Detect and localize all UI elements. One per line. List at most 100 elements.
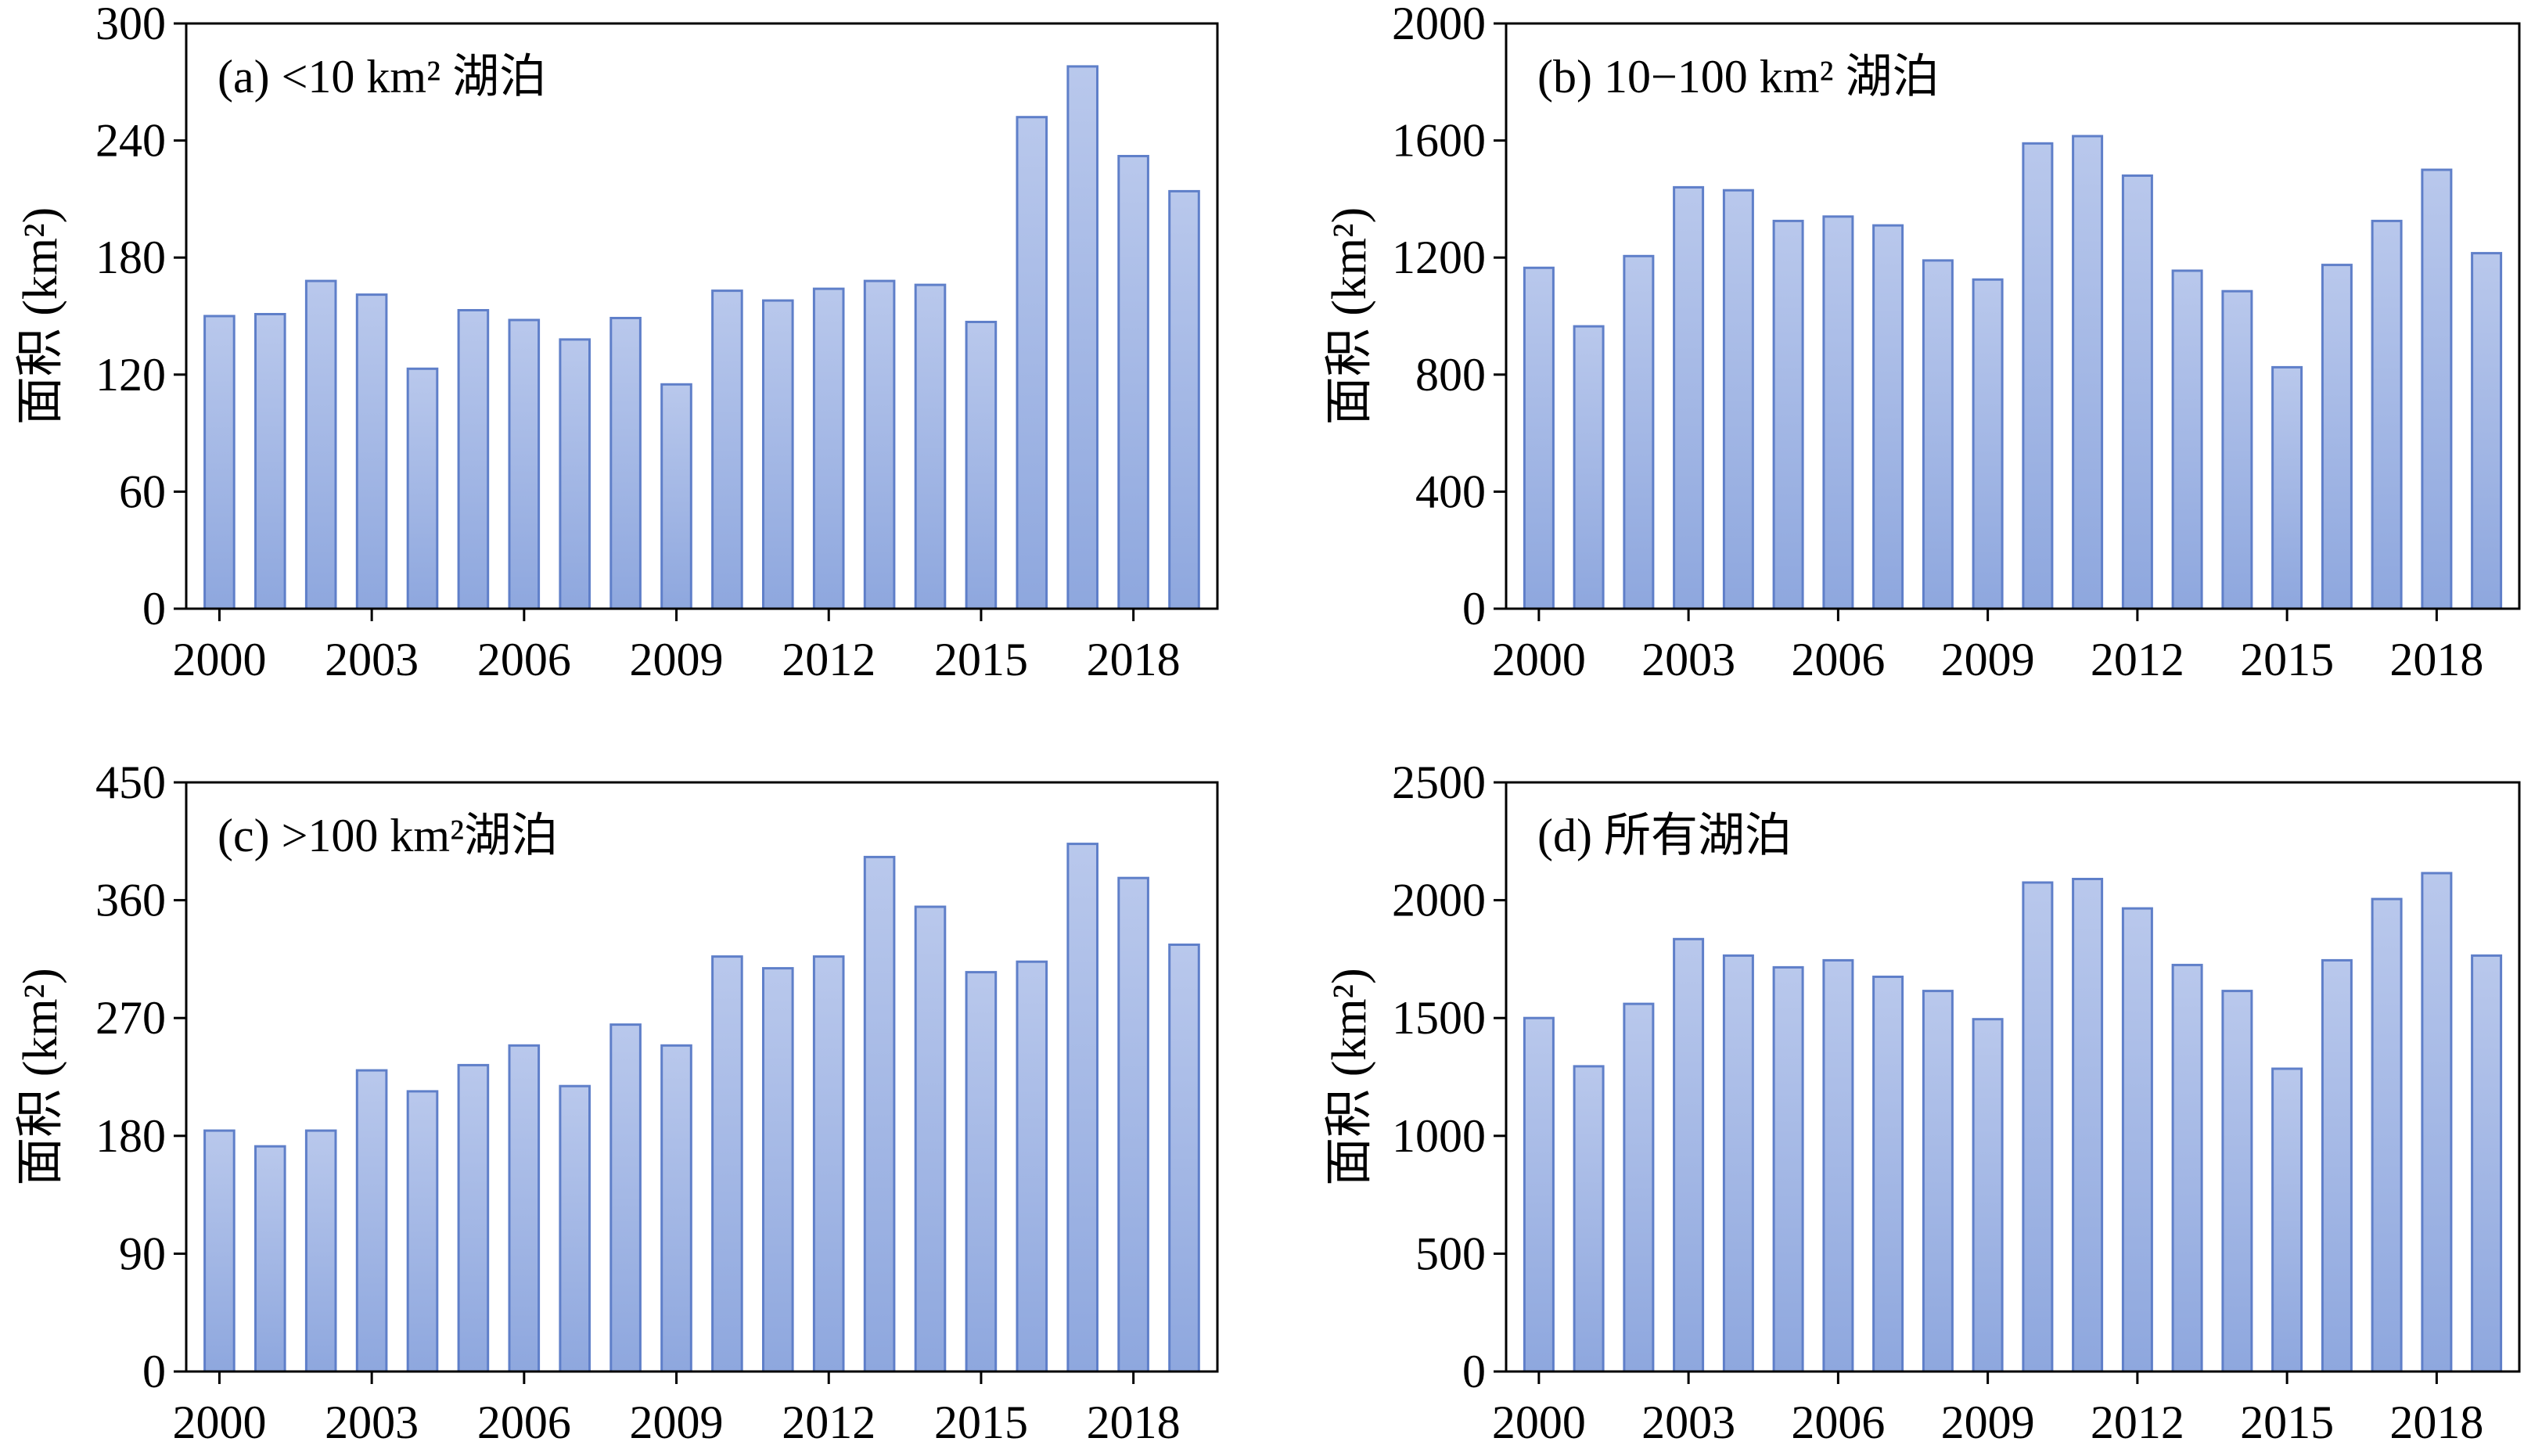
bar-2010 bbox=[2022, 881, 2054, 1373]
bar-2006 bbox=[1822, 215, 1854, 610]
bar-2004 bbox=[1722, 189, 1754, 610]
x-tick-label: 2012 bbox=[782, 634, 875, 685]
x-tick-label: 2012 bbox=[2091, 634, 2184, 685]
bar-2013 bbox=[2171, 269, 2203, 610]
y-tick-label: 0 bbox=[142, 583, 166, 635]
bar-2005 bbox=[457, 1063, 490, 1373]
bar-2011 bbox=[2072, 135, 2104, 610]
y-tick-label: 360 bbox=[95, 875, 166, 926]
y-tick-label: 2000 bbox=[1392, 875, 1486, 926]
x-tick-label: 2000 bbox=[1492, 1397, 1586, 1448]
bar-2014 bbox=[914, 905, 947, 1373]
bar-2009 bbox=[660, 1044, 692, 1373]
bar-2018 bbox=[1117, 876, 1149, 1373]
y-tick-label: 1500 bbox=[1392, 992, 1486, 1044]
bar-2019 bbox=[2471, 954, 2503, 1373]
y-axis-title: 面积 (km²) bbox=[1323, 968, 1376, 1186]
bar-2003 bbox=[355, 1069, 388, 1373]
y-tick-label: 180 bbox=[95, 1110, 166, 1162]
bar-2018 bbox=[1117, 155, 1149, 610]
bar-2018 bbox=[2421, 168, 2453, 610]
x-tick-label: 2006 bbox=[477, 634, 571, 685]
bar-2004 bbox=[1722, 954, 1754, 1373]
x-tick-label: 2000 bbox=[172, 634, 266, 685]
x-tick-label: 2003 bbox=[1641, 634, 1735, 685]
bar-2008 bbox=[609, 1023, 642, 1373]
bar-2017 bbox=[1066, 843, 1099, 1373]
x-tick-label: 2000 bbox=[172, 1397, 266, 1448]
bar-2012 bbox=[2121, 174, 2153, 610]
x-tick-label: 2018 bbox=[2389, 1397, 2483, 1448]
y-tick-label: 0 bbox=[1462, 1346, 1486, 1397]
x-tick-label: 2003 bbox=[1641, 1397, 1735, 1448]
bar-2018 bbox=[2421, 872, 2453, 1373]
y-tick-label: 1600 bbox=[1392, 115, 1486, 167]
y-tick-label: 500 bbox=[1415, 1228, 1486, 1279]
bar-2005 bbox=[457, 309, 490, 610]
x-tick-label: 2015 bbox=[2240, 1397, 2334, 1448]
y-tick-label: 120 bbox=[95, 349, 166, 401]
panel-c: 0 90 180 270 360 450 2000 2003 2006 2009 2012 2015 2… bbox=[14, 757, 1219, 1448]
bar-2002 bbox=[304, 1129, 337, 1373]
bar-2016 bbox=[1016, 116, 1048, 610]
bar-2009 bbox=[660, 383, 692, 610]
x-tick-label: 2015 bbox=[934, 634, 1028, 685]
bar-2019 bbox=[1168, 944, 1200, 1373]
bar-2012 bbox=[812, 287, 845, 610]
x-tick-label: 2012 bbox=[782, 1397, 875, 1448]
x-tick-label: 2018 bbox=[1087, 634, 1181, 685]
y-axis-title: 面积 (km²) bbox=[1323, 207, 1376, 426]
bar-2016 bbox=[2321, 958, 2353, 1373]
x-tick-label: 2018 bbox=[2389, 634, 2483, 685]
panel-b: 0 400 800 1200 1600 2000 2000 2003 2006 2009 2012 2… bbox=[1323, 0, 2521, 685]
bar-2019 bbox=[2471, 252, 2503, 610]
bar-2002 bbox=[1623, 254, 1655, 610]
bar-2001 bbox=[1573, 1065, 1605, 1373]
bar-2014 bbox=[2221, 289, 2253, 610]
bar-2015 bbox=[2271, 365, 2303, 610]
bar-2001 bbox=[254, 313, 286, 610]
y-tick-label: 2500 bbox=[1392, 757, 1486, 808]
bar-2005 bbox=[1772, 965, 1804, 1373]
x-tick-label: 2006 bbox=[1791, 634, 1885, 685]
y-tick-label: 0 bbox=[1462, 583, 1486, 635]
y-tick-label: 180 bbox=[95, 232, 166, 283]
bar-2005 bbox=[1772, 219, 1804, 610]
x-tick-label: 2009 bbox=[630, 634, 724, 685]
y-tick-label: 270 bbox=[95, 992, 166, 1044]
bar-2007 bbox=[1872, 976, 1904, 1373]
bar-2019 bbox=[1168, 189, 1200, 610]
bar-2002 bbox=[1623, 1002, 1655, 1373]
bar-2008 bbox=[1922, 990, 1954, 1373]
bar-2010 bbox=[711, 289, 743, 610]
y-tick-label: 240 bbox=[95, 115, 166, 167]
bar-2006 bbox=[508, 318, 541, 610]
bar-2003 bbox=[355, 293, 388, 610]
bar-2000 bbox=[1523, 1016, 1555, 1373]
bar-2014 bbox=[2221, 990, 2253, 1373]
bar-2008 bbox=[1922, 259, 1954, 610]
bar-2003 bbox=[1673, 937, 1705, 1373]
panel-d: 0 500 1000 1500 2000 2500 2000 2003 2006 2009 2012… bbox=[1323, 757, 2521, 1448]
y-tick-label: 90 bbox=[119, 1228, 166, 1279]
y-tick-label: 60 bbox=[119, 466, 166, 517]
bar-2001 bbox=[1573, 325, 1605, 610]
bar-2006 bbox=[508, 1044, 541, 1373]
y-tick-label: 800 bbox=[1415, 349, 1486, 401]
bar-2010 bbox=[2022, 142, 2054, 610]
bar-2013 bbox=[2171, 963, 2203, 1373]
bar-2007 bbox=[1872, 224, 1904, 610]
y-tick-label: 0 bbox=[142, 1346, 166, 1397]
bar-2004 bbox=[406, 1090, 439, 1373]
bar-2015 bbox=[965, 971, 998, 1373]
bar-2008 bbox=[609, 317, 642, 610]
bar-2007 bbox=[559, 338, 591, 610]
x-tick-label: 2009 bbox=[1941, 1397, 2035, 1448]
bar-2009 bbox=[1972, 278, 2004, 610]
bar-2011 bbox=[2072, 878, 2104, 1373]
y-tick-label: 450 bbox=[95, 757, 166, 808]
y-axis-title: 面积 (km²) bbox=[14, 207, 67, 426]
plot-frame bbox=[185, 22, 1219, 610]
bar-2012 bbox=[2121, 907, 2153, 1373]
